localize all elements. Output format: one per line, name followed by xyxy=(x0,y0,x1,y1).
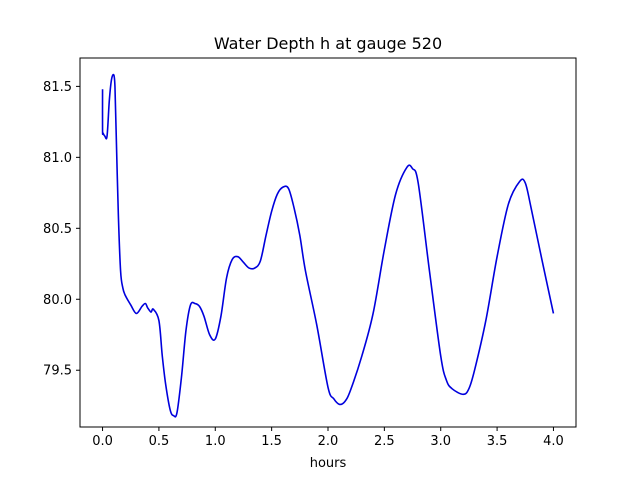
plot-area xyxy=(79,57,577,428)
x-axis-label: hours xyxy=(310,456,347,471)
y-axis: 79.5 80.0 80.5 81.0 81.5 xyxy=(43,80,80,379)
x-tick-label: 3.0 xyxy=(430,434,451,449)
y-tick-label: 81.0 xyxy=(43,151,72,166)
x-tick-label: 2.0 xyxy=(318,434,339,449)
x-tick-label: 2.5 xyxy=(374,434,395,449)
chart-title: Water Depth h at gauge 520 xyxy=(214,34,442,53)
y-tick-label: 80.5 xyxy=(43,222,72,237)
y-tick-label: 80.0 xyxy=(43,293,72,308)
series-line xyxy=(101,73,555,418)
x-tick-label: 3.5 xyxy=(487,434,508,449)
x-tick-label: 0.0 xyxy=(92,434,113,449)
x-tick-label: 4.0 xyxy=(543,434,564,449)
series-layer xyxy=(101,73,555,418)
x-tick-label: 1.5 xyxy=(261,434,282,449)
y-tick-label: 79.5 xyxy=(43,364,72,379)
x-axis: 0.0 0.5 1.0 1.5 2.0 2.5 3.0 3.5 4.0 xyxy=(92,427,564,449)
x-tick-label: 0.5 xyxy=(149,434,170,449)
x-tick-label: 1.0 xyxy=(205,434,226,449)
plot-background xyxy=(80,58,576,427)
y-tick-label: 81.5 xyxy=(43,80,72,95)
